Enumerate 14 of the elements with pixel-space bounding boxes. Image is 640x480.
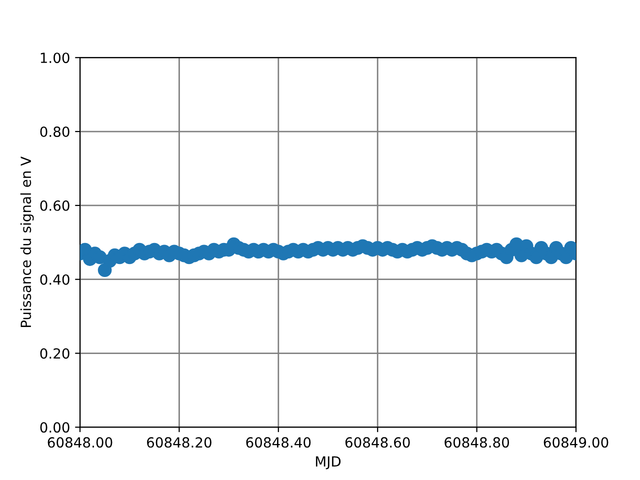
y-tick-label: 0.60: [40, 200, 70, 211]
x-axis-title: MJD: [316, 456, 341, 470]
y-tick-label: 0.20: [40, 348, 70, 359]
x-tick-label: 60848.80: [444, 437, 510, 448]
y-axis-title: Puissance du signal en V: [20, 156, 34, 328]
x-tick-label: 60848.60: [345, 437, 410, 448]
y-tick-label: 1.00: [40, 52, 70, 64]
x-tick-label: 60848.40: [246, 437, 311, 448]
x-tick-label: 60848.00: [48, 437, 112, 448]
y-tick-label: 0.80: [40, 126, 70, 137]
x-tick-label: 60849.00: [544, 437, 608, 448]
y-tick-label: 0.40: [40, 274, 70, 285]
y-tick-label: 0.00: [40, 422, 70, 433]
x-tick-label: 60848.20: [147, 437, 212, 448]
